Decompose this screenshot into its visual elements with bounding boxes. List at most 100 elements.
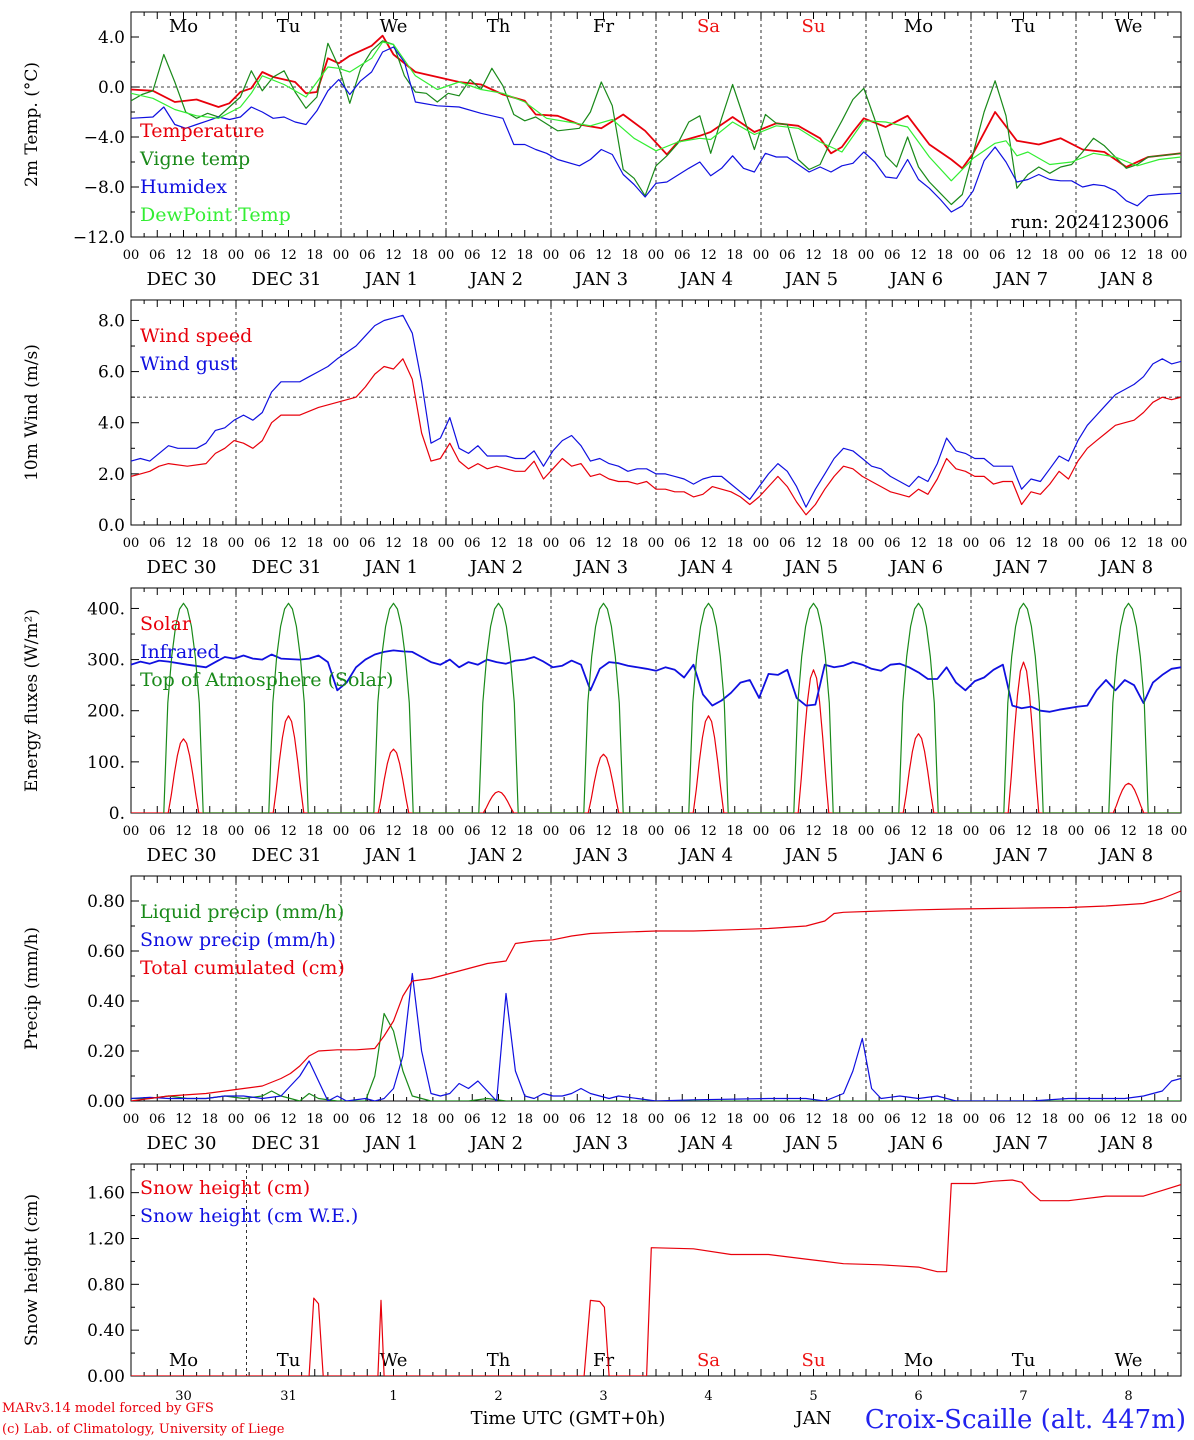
date-label: JAN 6 <box>888 269 943 290</box>
hour-tick-label: 12 <box>385 824 402 839</box>
y-axis-label: Energy fluxes (W/m²) <box>22 609 42 792</box>
hour-tick-label: 06 <box>149 824 166 839</box>
hour-tick-label: 18 <box>1146 824 1163 839</box>
y-tick-label: 0.80 <box>87 1275 125 1295</box>
day-label: Sa <box>697 16 720 37</box>
hour-tick-label: 12 <box>280 536 297 551</box>
series-line <box>131 40 1181 206</box>
date-label: 6 <box>914 1389 922 1404</box>
date-label: JAN 2 <box>468 269 523 290</box>
hour-tick-label: 12 <box>910 536 927 551</box>
y-tick-label: 2.0 <box>98 465 125 485</box>
panel-energy-fluxes: 0. 100. 200. 300. 400. Energy fluxes (W/m²) 00… <box>22 587 1188 866</box>
hour-tick-label: 00 <box>963 1112 980 1127</box>
date-label: JAN 1 <box>363 1133 418 1154</box>
series-group <box>131 34 1181 213</box>
legend-entry: DewPoint Temp <box>140 204 291 226</box>
hour-tick-label: 00 <box>963 824 980 839</box>
date-label: 7 <box>1019 1389 1027 1404</box>
hour-tick-label: 06 <box>989 536 1006 551</box>
hour-tick-label: 18 <box>516 536 533 551</box>
hour-tick-label: 00 <box>1171 824 1188 839</box>
hour-tick-label: 00 <box>648 536 665 551</box>
hour-tick-label: 18 <box>1041 248 1058 263</box>
date-label: JAN 6 <box>888 557 943 578</box>
date-label: JAN 7 <box>993 269 1048 290</box>
date-label: 1 <box>389 1389 397 1404</box>
series-line <box>131 890 1181 1101</box>
y-tick-label: 0.40 <box>87 992 125 1012</box>
hour-tick-label: 12 <box>595 248 612 263</box>
y-tick-label: 400. <box>87 599 125 619</box>
hour-tick-label: 06 <box>1094 1112 1111 1127</box>
hour-tick-label: 12 <box>1120 536 1137 551</box>
date-label: 5 <box>809 1389 817 1404</box>
legend-entry: Vigne temp <box>139 148 250 170</box>
hour-tick-label: 06 <box>779 824 796 839</box>
hour-tick-label: 12 <box>805 824 822 839</box>
hour-tick-label: 18 <box>831 824 848 839</box>
legend-entry: Top of Atmosphere (Solar) <box>140 669 393 691</box>
y-axis-label: Snow height (cm) <box>22 1194 42 1346</box>
hour-tick-label: 06 <box>359 536 376 551</box>
date-label: JAN 3 <box>573 1133 628 1154</box>
y-tick-label: 0.00 <box>87 1367 125 1387</box>
hour-tick-label: 00 <box>963 536 980 551</box>
y-tick-label: −12.0 <box>73 228 125 248</box>
series-line <box>131 314 1181 508</box>
date-label: 8 <box>1124 1389 1132 1404</box>
hour-tick-label: 18 <box>1041 1112 1058 1127</box>
hour-tick-label: 00 <box>858 536 875 551</box>
hour-tick-label: 18 <box>936 1112 953 1127</box>
date-label: JAN 4 <box>678 557 733 578</box>
credit-line-2: (c) Lab. of Climatology, University of L… <box>2 1422 285 1437</box>
hour-tick-label: 00 <box>333 824 350 839</box>
hour-tick-label: 00 <box>228 1112 245 1127</box>
hour-tick-label: 12 <box>1120 1112 1137 1127</box>
hour-tick-label: 06 <box>779 1112 796 1127</box>
legend-entry: Solar <box>140 613 192 635</box>
hour-tick-label: 00 <box>1068 1112 1085 1127</box>
hour-tick-label: 12 <box>280 824 297 839</box>
day-label: Mo <box>904 1350 933 1371</box>
hour-tick-label: 18 <box>621 1112 638 1127</box>
hour-tick-label: 18 <box>831 536 848 551</box>
day-label: Tu <box>1012 1350 1036 1371</box>
date-label: DEC 30 <box>147 557 217 578</box>
date-label: JAN 4 <box>678 269 733 290</box>
series-line <box>131 661 1181 813</box>
hour-tick-label: 12 <box>490 1112 507 1127</box>
hour-tick-label: 00 <box>1171 248 1188 263</box>
series-group <box>131 602 1181 813</box>
hour-tick-label: 06 <box>1094 824 1111 839</box>
day-label: Mo <box>169 1350 198 1371</box>
date-label: DEC 30 <box>147 845 217 866</box>
hour-tick-label: 00 <box>333 248 350 263</box>
hour-tick-label: 12 <box>805 536 822 551</box>
y-tick-label: 4.0 <box>98 414 125 434</box>
legend-entry: Snow height (cm) <box>140 1177 310 1199</box>
hour-tick-label: 00 <box>333 1112 350 1127</box>
hour-tick-label: 12 <box>1015 824 1032 839</box>
day-label: Fr <box>593 16 614 37</box>
y-tick-label: 0.80 <box>87 892 125 912</box>
hour-tick-label: 00 <box>438 248 455 263</box>
day-label: We <box>1115 1350 1143 1371</box>
hour-tick-label: 06 <box>359 824 376 839</box>
day-label: Tu <box>1012 16 1036 37</box>
hour-tick-label: 18 <box>516 824 533 839</box>
hour-tick-label: 00 <box>753 1112 770 1127</box>
y-tick-label: 1.20 <box>87 1229 125 1249</box>
footer: MARv3.14 model forced by GFS (c) Lab. of… <box>2 1401 1186 1437</box>
hour-tick-label: 18 <box>936 248 953 263</box>
legend-entry: Wind gust <box>140 353 238 375</box>
hour-tick-label: 06 <box>884 1112 901 1127</box>
series-group <box>131 890 1181 1101</box>
day-label: We <box>380 1350 408 1371</box>
hour-tick-label: 06 <box>569 824 586 839</box>
hour-tick-label: 18 <box>411 248 428 263</box>
hour-tick-label: 00 <box>858 824 875 839</box>
hour-tick-label: 18 <box>516 248 533 263</box>
hour-tick-label: 06 <box>254 248 271 263</box>
hour-tick-label: 06 <box>674 1112 691 1127</box>
